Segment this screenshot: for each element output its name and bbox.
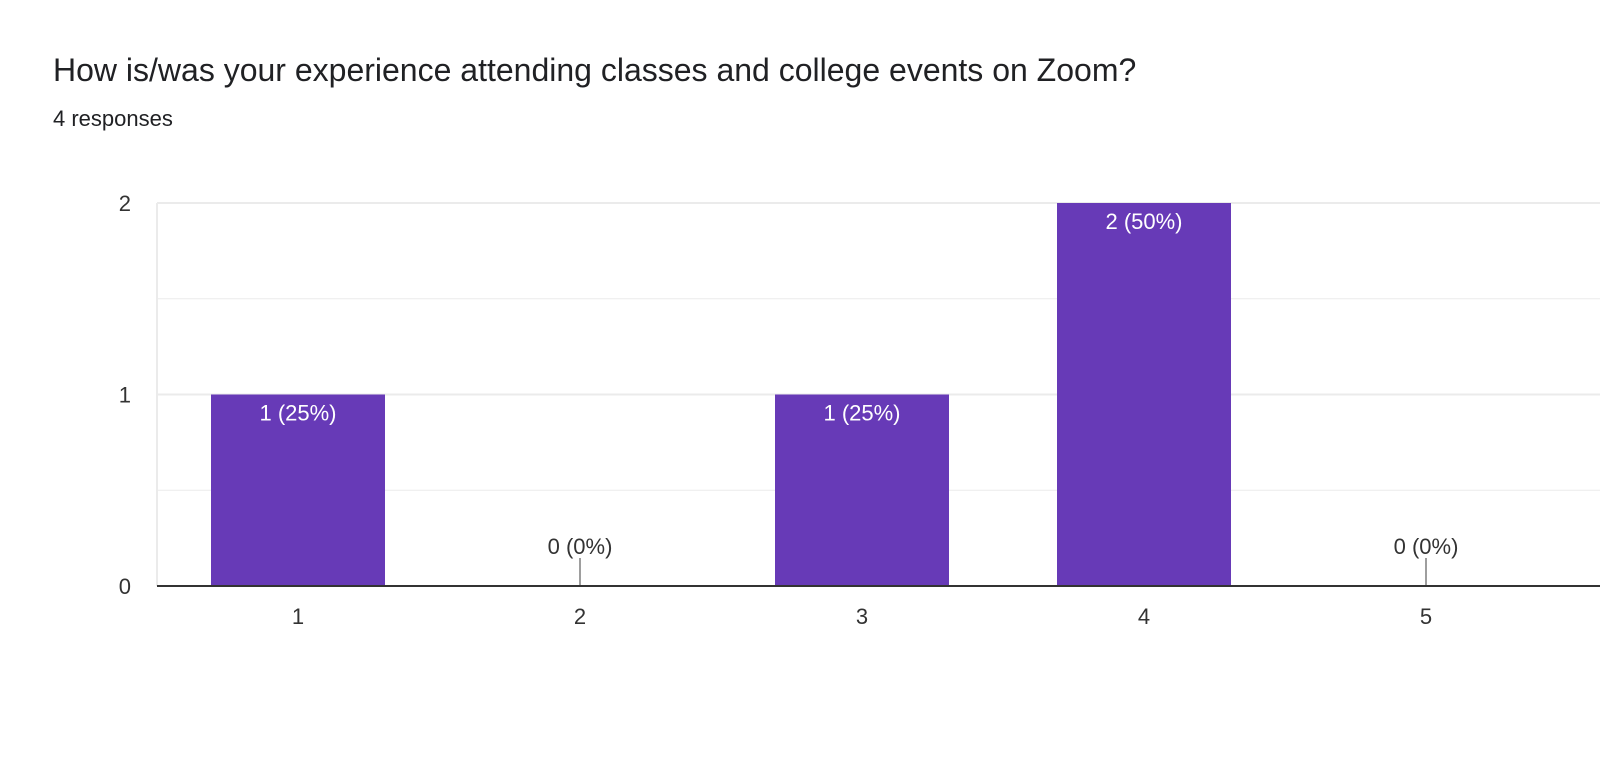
y-tick-label: 0 — [119, 574, 131, 599]
bar-data-label: 0 (0%) — [1394, 534, 1459, 559]
x-tick-label: 2 — [574, 604, 586, 629]
bar-data-label: 1 (25%) — [259, 401, 336, 426]
bar[interactable] — [1057, 203, 1231, 586]
x-tick-label: 3 — [856, 604, 868, 629]
x-tick-label: 1 — [292, 604, 304, 629]
bar-data-label: 0 (0%) — [548, 534, 613, 559]
y-tick-label: 2 — [119, 191, 131, 216]
bar[interactable] — [775, 394, 949, 587]
x-tick-label: 4 — [1138, 604, 1150, 629]
bar[interactable] — [211, 394, 385, 587]
bar-data-label: 1 (25%) — [823, 401, 900, 426]
response-count: 4 responses — [53, 106, 173, 131]
y-tick-label: 1 — [119, 383, 131, 408]
bar-data-label: 2 (50%) — [1105, 209, 1182, 234]
x-tick-label: 5 — [1420, 604, 1432, 629]
question-title: How is/was your experience attending cla… — [53, 52, 1137, 88]
